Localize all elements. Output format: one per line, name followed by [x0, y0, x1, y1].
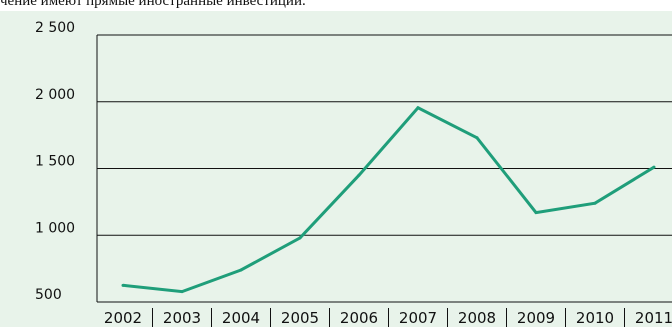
x-tick-label-2009: 2009	[517, 309, 555, 327]
x-tick-label-2005: 2005	[281, 309, 319, 327]
y-tick-label-1: 1 000	[35, 220, 75, 236]
data-point-2002	[121, 283, 125, 287]
grid-lines	[97, 34, 672, 303]
x-tick-label-2007: 2007	[399, 309, 437, 327]
data-point-2005	[298, 236, 302, 240]
x-tick-label-2003: 2003	[163, 309, 201, 327]
data-point-2010	[593, 201, 597, 205]
data-point-2009	[534, 211, 538, 215]
data-point-2011	[652, 165, 656, 169]
x-tick-label-2008: 2008	[458, 309, 496, 327]
y-tick-label-3: 2 000	[35, 87, 75, 103]
data-point-2003	[180, 290, 184, 294]
y-tick-labels: 500 1 000 1 500 2 000 2 500	[35, 20, 75, 303]
y-tick-label-2: 1 500	[35, 154, 75, 170]
data-point-2006	[357, 173, 361, 177]
y-tick-label-4: 2 500	[35, 20, 75, 36]
x-tick-label-2004: 2004	[222, 309, 260, 327]
series-line-0	[122, 105, 655, 294]
x-tick-label-2002: 2002	[104, 309, 142, 327]
x-tick-label-2011: 2011	[635, 309, 672, 327]
y-tick-label-0: 500	[35, 287, 62, 303]
x-tick-label-2010: 2010	[576, 309, 614, 327]
data-point-2008	[475, 136, 479, 140]
series-layer	[121, 105, 656, 294]
caption-text: чение имеют прямые иностранные инвестици…	[0, 0, 306, 9]
data-point-2004	[239, 268, 243, 272]
data-point-2007	[416, 106, 420, 110]
x-tick-label-2006: 2006	[340, 309, 378, 327]
x-tick-labels: 2002 2003 2004 2005 2006 2007 2008 2009 2010 2011	[104, 308, 672, 327]
